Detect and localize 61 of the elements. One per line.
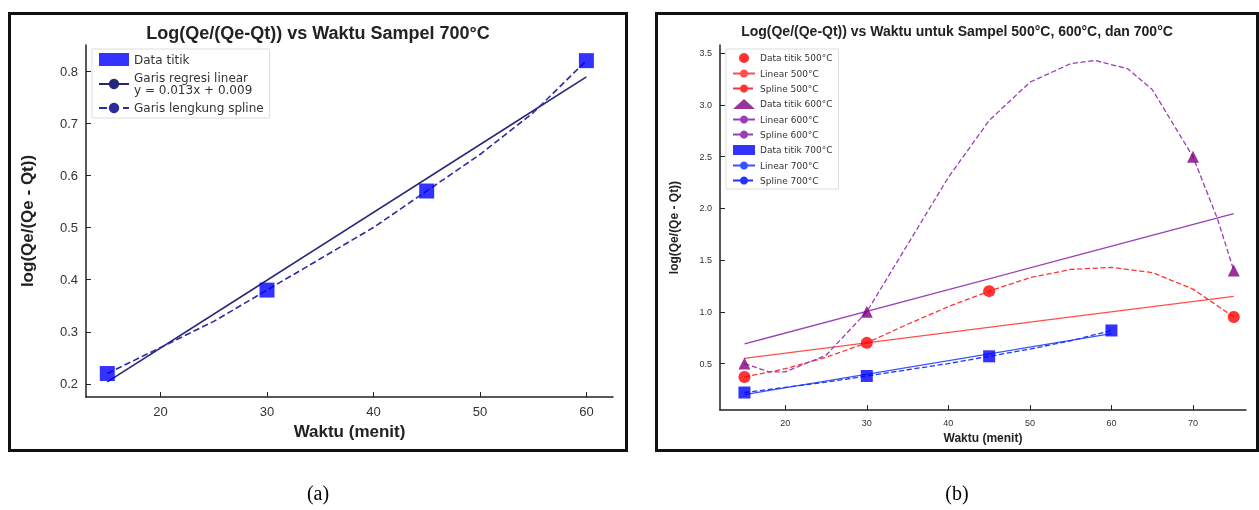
x-axis-title: Waktu (menit) bbox=[943, 431, 1023, 445]
legend-label: Linear 700°C bbox=[760, 160, 819, 171]
x-tick-label: 60 bbox=[579, 404, 594, 419]
y-tick-label: 1.0 bbox=[699, 306, 712, 317]
point bbox=[1105, 324, 1118, 337]
text: (b) bbox=[944, 482, 970, 505]
x-tick-label: 30 bbox=[259, 404, 275, 419]
chart-title: Log(Qe/(Qe-Qt)) vs Waktu Sampel 700°C bbox=[146, 23, 490, 43]
x-tick-label: 30 bbox=[861, 417, 872, 428]
y-tick-label: 0.3 bbox=[59, 324, 78, 340]
y-tick-label: 2.0 bbox=[699, 203, 712, 214]
point bbox=[99, 366, 115, 382]
legend-label: Data titik 600°C bbox=[760, 99, 833, 109]
y-tick-label: 0.2 bbox=[59, 376, 78, 392]
point bbox=[860, 336, 873, 349]
y-axis-title: log(Qe/(Qe - Qt)) bbox=[18, 154, 37, 288]
legend-label: Spline 700°C bbox=[760, 175, 819, 186]
x-tick-label: 20 bbox=[153, 404, 168, 419]
point bbox=[860, 369, 873, 382]
legend-label: Linear 600°C bbox=[760, 114, 819, 125]
y-tick-label: 3.0 bbox=[699, 99, 712, 110]
point bbox=[1227, 264, 1240, 277]
x-tick-label: 60 bbox=[1106, 417, 1117, 428]
y-tick-label: 0.7 bbox=[59, 115, 78, 131]
point bbox=[860, 305, 873, 318]
point bbox=[419, 183, 435, 199]
chart-title: Log(Qe/(Qe-Qt)) vs Waktu untuk Sampel 500°C, 600°C, dan 700°C bbox=[741, 23, 1173, 39]
y-tick-label: 0.5 bbox=[59, 220, 78, 236]
y-tick-label: 0.6 bbox=[59, 167, 78, 183]
legend-label: Data titik 700°C bbox=[760, 145, 833, 155]
y-tick-label: 0.5 bbox=[699, 358, 712, 369]
y-tick-label: 0.8 bbox=[59, 63, 78, 79]
point bbox=[983, 350, 996, 363]
point bbox=[1227, 311, 1240, 324]
y-tick-label: 2.5 bbox=[699, 151, 712, 162]
legend-label: Linear 500°C bbox=[760, 68, 819, 79]
point bbox=[983, 285, 996, 298]
legend-label: Spline 500°C bbox=[760, 83, 819, 94]
x-tick-label: 40 bbox=[366, 404, 381, 419]
legend-label: Data titik 500°C bbox=[760, 53, 833, 63]
legend-label: Spline 600°C bbox=[760, 129, 819, 140]
x-tick-label: 50 bbox=[1024, 417, 1035, 428]
text: (a) bbox=[305, 482, 331, 505]
legend-label: Garis lengkung spline bbox=[134, 101, 264, 115]
y-tick-label: 3.5 bbox=[699, 48, 712, 59]
point bbox=[1186, 150, 1199, 163]
y-axis-title: log(Qe/(Qe - Qt)) bbox=[667, 180, 681, 275]
x-tick-label: 40 bbox=[943, 417, 954, 428]
point bbox=[578, 53, 594, 69]
legend-label: Data titik bbox=[134, 52, 190, 67]
x-axis-title: Waktu (menit) bbox=[293, 421, 406, 441]
x-tick-label: 20 bbox=[780, 417, 791, 428]
x-tick-label: 70 bbox=[1187, 417, 1198, 428]
point bbox=[738, 386, 751, 399]
y-tick-label: 1.5 bbox=[699, 255, 712, 266]
legend-label: Garis regresi linear y = 0.013x + 0.009 bbox=[134, 71, 253, 97]
point bbox=[259, 282, 275, 298]
x-tick-label: 50 bbox=[472, 404, 488, 419]
point bbox=[738, 357, 751, 370]
y-tick-label: 0.4 bbox=[59, 272, 78, 288]
point bbox=[738, 371, 751, 383]
